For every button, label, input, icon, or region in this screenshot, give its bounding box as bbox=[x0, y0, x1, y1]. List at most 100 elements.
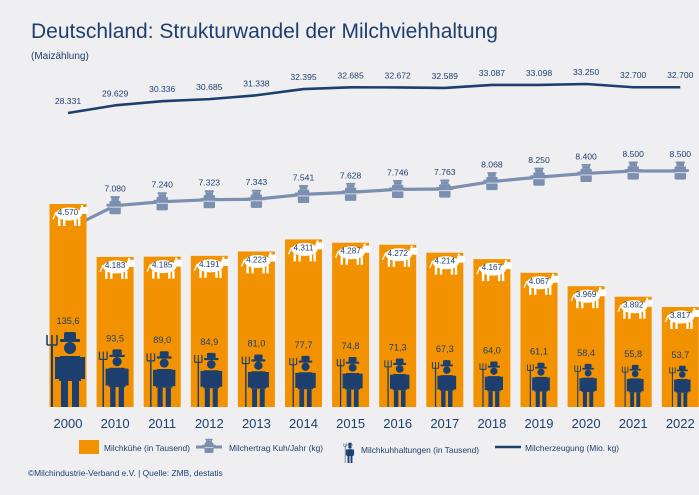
farmer-arm-right bbox=[453, 375, 457, 390]
farmer-hat-top bbox=[254, 354, 263, 361]
farmer-head bbox=[348, 363, 357, 372]
cow-tail bbox=[664, 314, 669, 323]
cow-leg bbox=[545, 286, 548, 295]
farmer-hat-top bbox=[348, 357, 357, 363]
cow-icon bbox=[382, 245, 418, 267]
cow-head bbox=[692, 310, 699, 317]
farmer-arm-left bbox=[626, 378, 630, 392]
farmer-leg-left bbox=[441, 390, 446, 407]
farmer-torso bbox=[203, 370, 220, 389]
milk-can-handle-left bbox=[342, 190, 345, 194]
farmer-leg-left bbox=[346, 389, 352, 407]
cow-ear bbox=[316, 240, 319, 244]
farmer-leg-left bbox=[61, 381, 68, 407]
cow-body bbox=[574, 289, 601, 303]
farmer-torso bbox=[629, 378, 642, 393]
milk-can-neck bbox=[206, 440, 212, 443]
milk-can-handle-left bbox=[530, 175, 534, 179]
cow-leg bbox=[105, 270, 108, 279]
cow-body bbox=[103, 260, 130, 274]
cow-body bbox=[244, 254, 271, 268]
cow-leg bbox=[529, 286, 532, 295]
cow-leg bbox=[596, 300, 599, 309]
farmer-arm-left bbox=[345, 449, 348, 456]
farms-label: 81,0 bbox=[247, 339, 265, 349]
farmer-head bbox=[631, 370, 639, 378]
yield-label: 8.068 bbox=[481, 160, 503, 170]
production-label: 32.700 bbox=[667, 70, 694, 80]
x-tick-label: 2019 bbox=[525, 416, 554, 431]
production-label: 33.098 bbox=[526, 68, 553, 78]
yield-label: 7.343 bbox=[246, 177, 268, 187]
milk-can-neck bbox=[299, 186, 308, 190]
pitchfork-tines bbox=[146, 353, 156, 362]
cow-leg bbox=[481, 273, 485, 282]
pitchfork-tines bbox=[431, 362, 440, 369]
cow-tail bbox=[52, 211, 57, 220]
farmer-hat-brim bbox=[535, 366, 547, 369]
milk-can-lid bbox=[581, 163, 591, 166]
cow-ear bbox=[457, 253, 460, 257]
cow-leg bbox=[497, 273, 501, 282]
x-tick-label: 2013 bbox=[242, 416, 271, 431]
farmer-icon bbox=[343, 442, 355, 463]
cows-label: 3.969 bbox=[576, 290, 597, 299]
cow-leg bbox=[690, 321, 693, 329]
pitchfork-handle bbox=[292, 364, 294, 407]
farms-label: 58,4 bbox=[577, 348, 595, 358]
cow-icon bbox=[240, 252, 277, 274]
production-label: 32.685 bbox=[337, 70, 364, 80]
milk-can-icon bbox=[671, 161, 689, 180]
production-series: 28.331 29.629 30.336 30.685 31.338 32.395 32.6… bbox=[55, 67, 694, 115]
cow-icon bbox=[287, 240, 324, 262]
production-label: 31.338 bbox=[243, 78, 270, 88]
cow-leg bbox=[450, 266, 454, 275]
cow-tail bbox=[335, 250, 340, 258]
farmer-torso bbox=[297, 372, 314, 390]
farmer-hat-top bbox=[631, 364, 639, 370]
farmer-arm-right bbox=[124, 368, 129, 386]
milk-can-handle-left bbox=[294, 192, 298, 196]
farmer-head bbox=[490, 367, 498, 375]
cow-leg bbox=[313, 253, 316, 262]
farms-label: 67,3 bbox=[436, 344, 454, 354]
farmer-leg-right bbox=[542, 391, 547, 407]
cow-leg bbox=[251, 265, 254, 274]
farmer-torso bbox=[581, 377, 595, 393]
farmer-arm-right bbox=[359, 373, 363, 389]
yield-label: 7.323 bbox=[199, 178, 221, 188]
cow-tail bbox=[382, 252, 387, 261]
milk-can-icon bbox=[247, 189, 265, 208]
milk-can-handle-left bbox=[247, 197, 251, 201]
cow-leg bbox=[549, 286, 552, 295]
farmer-head bbox=[301, 362, 310, 371]
yield-label: 7.746 bbox=[387, 167, 409, 177]
milk-can-handle-right bbox=[497, 179, 501, 183]
milk-can-handle-left bbox=[106, 203, 110, 207]
cows-label: 4.167 bbox=[482, 263, 503, 272]
milk-can-neck bbox=[441, 181, 449, 185]
cow-leg bbox=[639, 310, 642, 319]
farmer-icon bbox=[289, 355, 316, 407]
milk-can-neck bbox=[252, 191, 261, 195]
cow-body bbox=[197, 259, 224, 273]
cow-leg bbox=[387, 258, 391, 267]
milk-can-stripe bbox=[674, 172, 686, 174]
yield-label: 7.541 bbox=[293, 172, 315, 182]
farmer-arm-right bbox=[406, 374, 410, 389]
cow-tail bbox=[193, 263, 198, 272]
farmer-arm-left bbox=[295, 372, 299, 388]
farmer-torso bbox=[59, 356, 81, 381]
farmer-leg-left bbox=[252, 388, 257, 407]
milk-can-neck bbox=[158, 194, 166, 198]
yield-label: 8.400 bbox=[575, 151, 597, 161]
farmer-leg-left bbox=[204, 388, 210, 407]
cow-ear bbox=[599, 287, 602, 291]
milk-can-neck bbox=[346, 184, 355, 188]
pitchfork-handle bbox=[51, 345, 53, 407]
x-tick-label: 2017 bbox=[430, 416, 459, 431]
farmer-torso bbox=[487, 376, 501, 392]
cow-leg bbox=[309, 253, 312, 262]
cow-tail bbox=[570, 293, 575, 302]
farmer-torso bbox=[676, 378, 689, 393]
